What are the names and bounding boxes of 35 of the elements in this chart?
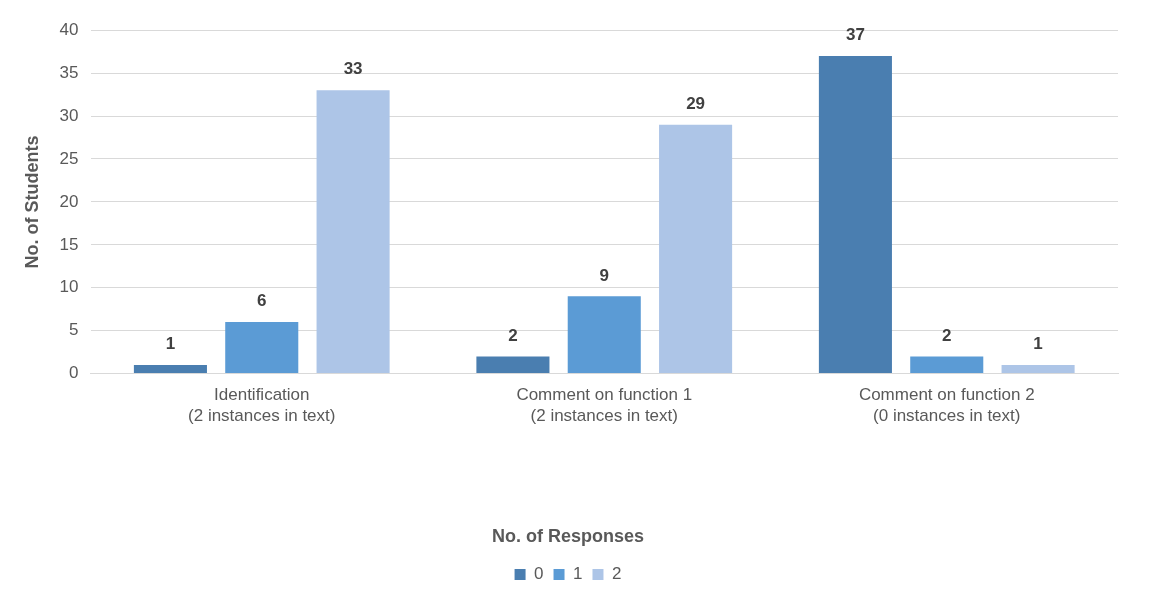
data-label: 1	[1033, 334, 1043, 354]
legend-label: 1	[573, 564, 583, 584]
data-label: 37	[845, 25, 865, 45]
y-tick-label: 5	[69, 320, 79, 340]
bar	[818, 55, 892, 374]
data-label: 6	[257, 291, 267, 311]
y-tick-label: 0	[69, 363, 79, 383]
data-label: 29	[686, 93, 706, 113]
data-label: 2	[508, 325, 518, 345]
x-tick-label: Comment on function 1 (2 instances in text)	[516, 385, 693, 425]
bar	[659, 124, 733, 374]
y-tick-label: 20	[59, 191, 79, 211]
legend-label: 2	[611, 564, 622, 584]
bar	[1001, 365, 1075, 374]
data-label: 33	[343, 59, 363, 79]
x-tick-label: Comment on function 2 (0 instances in text)	[858, 385, 1035, 425]
legend-title: No. of Responses	[491, 526, 645, 547]
data-label: 1	[165, 334, 176, 354]
y-tick-label: 30	[59, 105, 79, 125]
data-label: 2	[942, 325, 952, 345]
bar	[316, 90, 390, 374]
y-tick-label: 40	[59, 19, 79, 39]
bar	[476, 356, 550, 374]
bar	[225, 322, 299, 374]
y-tick-label: 10	[59, 277, 79, 297]
y-tick-label: 35	[59, 62, 79, 82]
y-tick-label: 25	[59, 148, 79, 168]
bar	[133, 365, 207, 374]
data-label: 9	[599, 265, 609, 285]
x-tick-label: Identification (2 instances in text)	[188, 385, 336, 425]
y-axis-title: No. of Students	[21, 135, 42, 269]
bar	[567, 296, 641, 374]
y-tick-label: 15	[59, 234, 79, 254]
legend-label: 0	[534, 564, 544, 584]
bar	[910, 356, 984, 374]
